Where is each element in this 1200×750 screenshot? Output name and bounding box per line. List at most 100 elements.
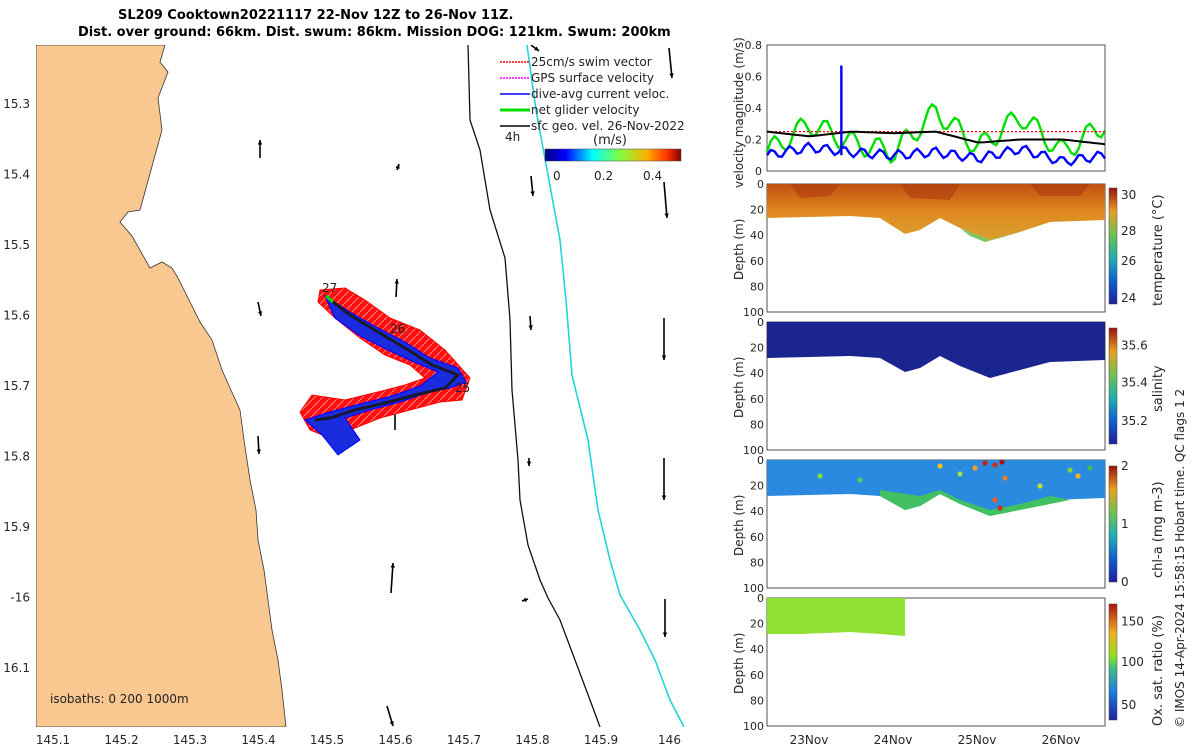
oxygen-ylabel: Depth (m)	[732, 633, 746, 694]
chla-point	[999, 459, 1005, 465]
depth-tick-label: 0	[757, 316, 764, 329]
colorbar-tick-1: 0.2	[594, 169, 613, 183]
depth-tick-label: 60	[750, 669, 764, 682]
depth-tick-label: 0	[757, 454, 764, 467]
velocity-series-line	[765, 102, 1107, 165]
depth-tick-label: 40	[750, 505, 764, 518]
geo-velocity-arrow	[663, 181, 668, 219]
time-tick-label: 26Nov	[1042, 733, 1081, 747]
depth-tick-label: 40	[750, 229, 764, 242]
oxygen-section	[767, 598, 905, 636]
time-tick-label: 23Nov	[790, 733, 829, 747]
geostrophic-vectors	[256, 45, 674, 727]
depth-tick-label: 20	[750, 204, 764, 217]
temperature-cool-bottom	[960, 228, 1020, 242]
map-legend: 25cm/s swim vector GPS surface velocity …	[500, 55, 685, 144]
depth-tick-label: 100	[743, 306, 764, 319]
current-vector-cloud	[304, 294, 467, 456]
chla-point	[997, 505, 1003, 511]
depth-tick-label: 0	[757, 178, 764, 191]
depth-tick-label: 100	[743, 444, 764, 457]
isobath-1000m	[526, 45, 685, 727]
depth-tick-label: 60	[750, 255, 764, 268]
velocity-panel: 0 0.2 0.4 0.6 0.8 velocity magnitude (m/s)	[732, 37, 1107, 188]
map-ytick-label: 15.9	[3, 520, 30, 534]
velocity-ytick-label: 0.4	[745, 102, 763, 115]
isobath-200m	[467, 45, 601, 727]
chla-clabel: chl-a (mg m-3)	[1151, 481, 1166, 578]
geo-velocity-arrowhead	[662, 632, 668, 637]
map-xtick-label: 145.2	[104, 733, 138, 747]
chla-point	[982, 460, 988, 466]
colorbar-tick-2: 0.4	[643, 169, 662, 183]
map-xtick-label: 145.5	[310, 733, 344, 747]
velocity-series-line	[766, 130, 1106, 146]
colorbar-tick-label: 30	[1121, 188, 1136, 202]
day-label-27: 27	[322, 281, 337, 295]
depth-tick-label: 80	[750, 556, 764, 569]
colorbar-tick-label: 2	[1121, 459, 1129, 473]
map-xtick-label: 145.6	[378, 733, 412, 747]
chla-point	[1037, 483, 1043, 489]
colorbar-tick-label: 100	[1121, 655, 1144, 669]
velocity-lines	[765, 65, 1107, 167]
velocity-y-ticks: 0 0.2 0.4 0.6 0.8	[745, 39, 763, 178]
chla-point	[1087, 465, 1093, 471]
net-velocity-marker	[325, 294, 334, 304]
legend-label-swim: 25cm/s swim vector	[531, 55, 652, 69]
timer-label: 4h	[505, 130, 520, 144]
colorbar-tick-label: 150	[1121, 614, 1144, 628]
chart-title-line2: Dist. over ground: 66km. Dist. swum: 86k…	[78, 25, 671, 40]
glider-path	[314, 296, 461, 422]
legend-label-net: net glider velocity	[531, 103, 639, 117]
oxygen-panel: Depth (m) Ox. sat. ratio (%)	[732, 597, 1166, 727]
chla-point	[957, 471, 963, 477]
geo-velocity-arrowhead	[661, 495, 667, 500]
map-ytick-label: 15.6	[3, 309, 30, 323]
colorbar-tick-label: 28	[1121, 224, 1136, 238]
chla-colorbar	[1108, 465, 1118, 583]
map-ytick-label: 15.5	[3, 238, 30, 252]
geo-velocity-arrowhead	[526, 461, 532, 466]
depth-tick-label: 80	[750, 418, 764, 431]
legend-label-geo: sfc geo. vel. 26-Nov-2022	[531, 119, 685, 133]
chla-point	[972, 465, 978, 471]
depth-tick-label: 40	[750, 367, 764, 380]
map-x-ticks: 145.1 145.2 145.3 145.4 145.5 145.6 145.7 145.8…	[36, 733, 681, 747]
colorbar-tick-label: 1	[1121, 517, 1129, 531]
chla-point	[937, 463, 943, 469]
chla-point	[1075, 473, 1081, 479]
isobaths-label: isobaths: 0 200 1000m	[50, 692, 189, 706]
depth-ticks: 0204060801000204060801000204060801000204…	[743, 178, 764, 733]
map-xtick-label: 145.9	[584, 733, 618, 747]
imos-timestamp: © IMOS 14-Apr-2024 15:58:15 Hobart time.…	[1173, 388, 1187, 728]
swim-vector-cloud	[299, 287, 471, 439]
colorbar-tick-label: 24	[1121, 291, 1136, 305]
chla-panel: Depth (m) chl-a (mg m-3)	[732, 459, 1166, 589]
geo-velocity-arrowhead	[257, 311, 263, 316]
geo-velocity-arrowhead	[395, 164, 400, 169]
time-tick-label: 25Nov	[958, 733, 997, 747]
colorbar-label: (m/s)	[593, 133, 627, 148]
velocity-ylabel: velocity magnitude (m/s)	[732, 37, 746, 188]
chart-title-line1: SL209 Cooktown20221117 22-Nov 12Z to 26-…	[118, 8, 514, 23]
map-ytick-label: 15.4	[3, 168, 30, 182]
depth-tick-label: 20	[750, 618, 764, 631]
day-label-26: 26	[390, 322, 405, 336]
glider-track: 27 26 25	[299, 281, 471, 456]
salinity-clabel: salinity	[1151, 365, 1166, 412]
depth-tick-label: 20	[750, 342, 764, 355]
geo-velocity-arrowhead	[389, 721, 394, 726]
velocity-ytick-label: 0.6	[745, 71, 763, 84]
chla-ylabel: Depth (m)	[732, 495, 746, 556]
map-xtick-label: 145.4	[241, 733, 275, 747]
chla-section	[767, 460, 1105, 516]
land-mass	[36, 45, 287, 727]
oxygen-clabel: Ox. sat. ratio (%)	[1151, 615, 1166, 726]
legend-label-gps: GPS surface velocity	[531, 71, 654, 85]
salinity-section	[767, 322, 1105, 378]
legend-label-current: dive-avg current veloc.	[531, 87, 669, 101]
salinity-panel: Depth (m) salinity	[732, 321, 1166, 451]
temperature-colorbar	[1108, 187, 1118, 305]
